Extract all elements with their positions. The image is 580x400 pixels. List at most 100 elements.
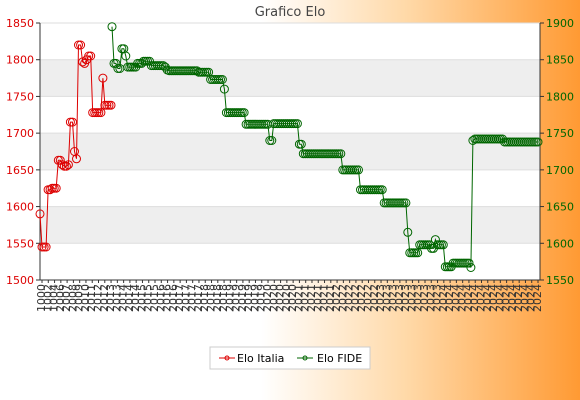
x-tick-label: 2022 xyxy=(330,284,343,312)
x-tick-label: 2019 xyxy=(230,284,243,312)
x-tick-label: 2018 xyxy=(211,284,224,312)
x-tick-label: 2014 xyxy=(123,284,136,312)
x-tick-label: 2024 xyxy=(443,284,456,312)
y-left-tick-label: 1500 xyxy=(6,274,34,287)
x-tick-label: 2024 xyxy=(487,284,500,312)
data-point xyxy=(106,100,116,110)
x-tick-label: 2018 xyxy=(217,284,230,312)
data-point xyxy=(65,117,75,127)
x-tick-label: 2006 xyxy=(54,284,67,312)
data-point xyxy=(35,209,45,219)
x-tick-label: 2023 xyxy=(399,284,412,312)
x-tick-label: 1002 xyxy=(41,284,54,312)
y-right-tick-label: 1650 xyxy=(546,201,574,214)
x-tick-label: 2017 xyxy=(173,284,186,312)
data-point xyxy=(37,242,47,252)
y-right-tick-label: 1750 xyxy=(546,127,574,140)
x-tick-label: 2015 xyxy=(136,284,149,312)
legend-italia-label: Elo Italia xyxy=(237,352,284,365)
x-tick-label: 2011 xyxy=(85,284,98,312)
y-left-tick-label: 1750 xyxy=(6,90,34,103)
data-point xyxy=(239,108,249,118)
x-tick-label: 2024 xyxy=(437,284,450,312)
data-point xyxy=(267,136,277,145)
y-right-tick-label: 1800 xyxy=(546,90,574,103)
x-tick-label: 2024 xyxy=(500,284,513,312)
data-point xyxy=(68,117,77,127)
x-tick-label: 2010 xyxy=(79,284,92,312)
grid-band xyxy=(40,133,540,170)
x-tick-label: 2024 xyxy=(449,284,462,312)
y-left-tick-label: 1700 xyxy=(6,127,34,140)
data-point xyxy=(41,242,51,252)
x-tick-label: 2007 xyxy=(60,284,73,312)
data-point xyxy=(74,40,83,50)
data-point xyxy=(217,75,227,84)
data-point xyxy=(296,139,306,149)
x-tick-label: 2021 xyxy=(305,284,318,312)
data-point xyxy=(72,154,81,164)
x-tick-label: 2017 xyxy=(186,284,199,312)
data-point xyxy=(401,198,411,208)
x-tick-label: 2019 xyxy=(236,284,249,312)
legend-fide-label: Elo FIDE xyxy=(317,352,362,365)
x-tick-label: 2015 xyxy=(148,284,161,312)
x-tick-label: 2024 xyxy=(462,284,475,312)
data-point xyxy=(336,149,346,159)
data-point xyxy=(94,108,104,118)
x-tick-label: 2016 xyxy=(161,284,174,312)
x-tick-label: 2017 xyxy=(192,284,205,312)
y-right-tick-label: 1700 xyxy=(546,164,574,177)
x-tick-label: 2019 xyxy=(255,284,268,312)
x-tick-label: 2023 xyxy=(418,284,431,312)
y-left-tick-label: 1600 xyxy=(6,201,34,214)
data-point xyxy=(464,258,474,268)
series-elo-italia xyxy=(35,40,116,252)
legend: Elo Italia Elo FIDE xyxy=(209,346,371,370)
x-tick-label: 2023 xyxy=(374,284,387,312)
x-tick-label: 2022 xyxy=(362,284,375,312)
x-tick-label: 2020 xyxy=(267,284,280,312)
x-tick-label: 2024 xyxy=(481,284,494,312)
y-left-tick-label: 1850 xyxy=(6,17,34,30)
y-right-tick-label: 1600 xyxy=(546,237,574,250)
data-point xyxy=(438,240,448,250)
x-tick-label: 2022 xyxy=(349,284,362,312)
x-tick-label: 2024 xyxy=(506,284,519,312)
x-tick-label: 2020 xyxy=(261,284,274,312)
data-point xyxy=(533,137,543,147)
data-point xyxy=(59,161,69,171)
data-point xyxy=(57,160,67,170)
x-tick-label: 2023 xyxy=(431,284,444,312)
x-tick-label: 2016 xyxy=(154,284,167,312)
x-tick-label: 2013 xyxy=(104,284,117,312)
y-right-tick-label: 1550 xyxy=(546,274,574,287)
x-tick-label: 2023 xyxy=(387,284,400,312)
x-tick-label: 2021 xyxy=(292,284,305,312)
x-tick-label: 2020 xyxy=(274,284,287,312)
legend-box xyxy=(209,346,371,370)
x-tick-label: 2021 xyxy=(311,284,324,312)
y-left-tick-label: 1550 xyxy=(6,237,34,250)
data-point xyxy=(76,40,86,50)
chart-title: Grafico Elo xyxy=(255,5,326,20)
x-tick-label: 2014 xyxy=(117,284,130,312)
x-tick-label: 2018 xyxy=(205,284,218,312)
data-point xyxy=(219,84,229,94)
x-tick-label: 2016 xyxy=(167,284,180,312)
x-tick-label: 2024 xyxy=(475,284,488,312)
data-point xyxy=(51,183,61,193)
y-left-tick-label: 1800 xyxy=(6,54,34,67)
y-right-tick-label: 1850 xyxy=(546,54,574,67)
data-point xyxy=(86,51,96,61)
x-tick-label: 2024 xyxy=(531,284,544,312)
data-point xyxy=(63,160,73,170)
y-right-tick-label: 1900 xyxy=(546,17,574,30)
x-tick-label: 2022 xyxy=(355,284,368,312)
data-point xyxy=(96,108,106,118)
data-point xyxy=(292,119,302,129)
x-tick-label: 2017 xyxy=(179,284,192,312)
x-tick-label: 1004 xyxy=(48,284,61,312)
x-tick-label: 2013 xyxy=(110,284,123,312)
